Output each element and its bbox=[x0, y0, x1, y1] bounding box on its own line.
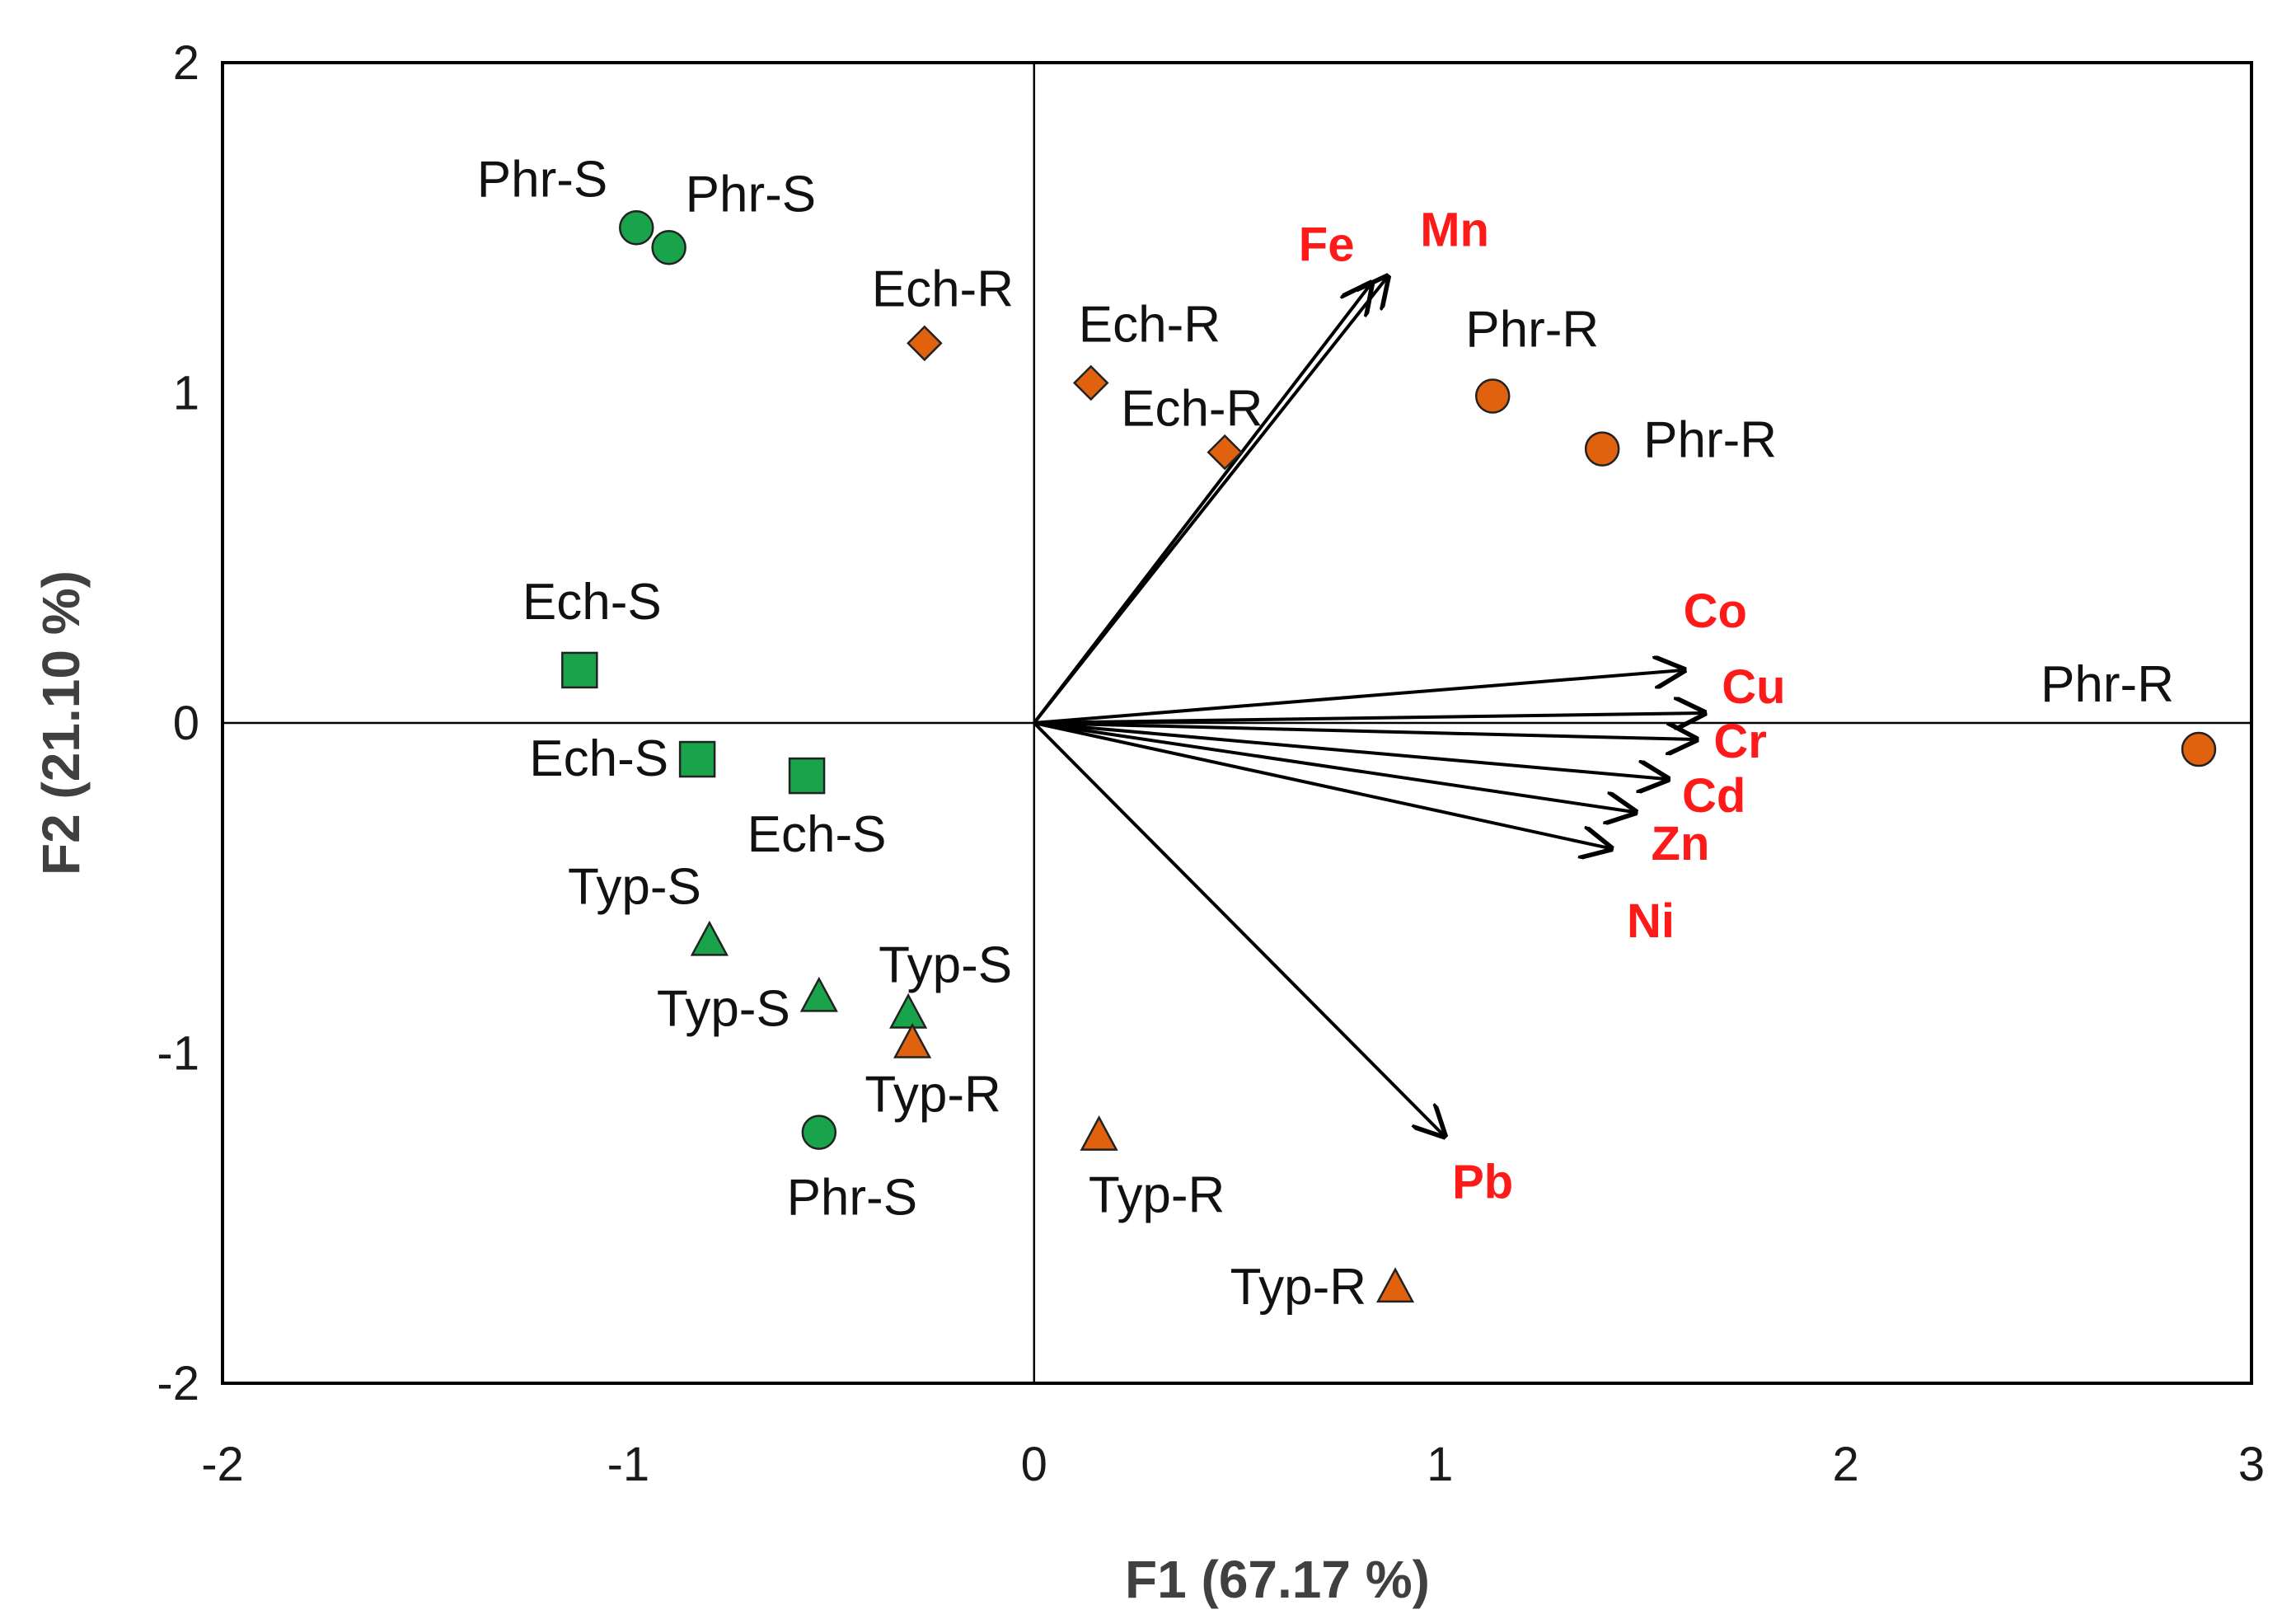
point-label: Ech-S bbox=[522, 574, 662, 631]
point-ech-r-diamond bbox=[907, 325, 943, 362]
observation-points: Phr-S Phr-S Phr-S Ech-S Ech-S Ech-S Typ-S Typ-S… bbox=[477, 151, 2217, 1316]
point-ech-r-diamond bbox=[1207, 434, 1243, 471]
point-typ-r-triangle bbox=[1080, 1115, 1118, 1151]
y-tick-label: 0 bbox=[173, 697, 199, 750]
vector-label-cu: Cu bbox=[1722, 660, 1785, 714]
point-phr-s-circle bbox=[651, 230, 686, 265]
point-label: Ech-S bbox=[529, 730, 668, 787]
point-label: Typ-R bbox=[1230, 1259, 1366, 1316]
vector-arrow-cu bbox=[1033, 713, 1703, 723]
point-label: Typ-S bbox=[879, 936, 1012, 993]
point-label: Typ-S bbox=[568, 858, 701, 915]
y-tick-label: 1 bbox=[173, 367, 199, 420]
vector-arrow-zn bbox=[1033, 721, 1635, 812]
y-axis-ticks: -2 -1 0 1 2 bbox=[157, 36, 199, 1410]
point-label: Ech-S bbox=[747, 806, 887, 863]
point-phr-r-circle bbox=[2181, 731, 2217, 767]
point-ech-s-square bbox=[788, 757, 826, 795]
vector-label-cr: Cr bbox=[1713, 715, 1766, 768]
point-typ-r-triangle bbox=[893, 1022, 932, 1058]
point-typ-s-triangle bbox=[799, 976, 838, 1012]
vector-label-zn: Zn bbox=[1652, 817, 1710, 871]
y-tick-label: -2 bbox=[157, 1357, 199, 1410]
point-typ-r-triangle bbox=[1375, 1267, 1415, 1303]
point-typ-s-triangle bbox=[889, 993, 928, 1029]
vector-arrow-mn bbox=[1033, 277, 1387, 725]
vector-label-cd: Cd bbox=[1682, 769, 1745, 823]
point-label: Phr-R bbox=[1643, 412, 1777, 469]
point-typ-s-triangle bbox=[690, 920, 729, 956]
point-label: Phr-R bbox=[1465, 302, 1599, 359]
point-label: Ech-R bbox=[1079, 296, 1221, 353]
x-tick-label: 0 bbox=[1021, 1438, 1047, 1491]
point-label: Typ-R bbox=[1089, 1167, 1225, 1224]
x-tick-label: -2 bbox=[201, 1438, 244, 1491]
vector-label-ni: Ni bbox=[1627, 894, 1675, 948]
point-label: Typ-S bbox=[657, 980, 790, 1037]
y-tick-label: 2 bbox=[173, 36, 199, 90]
y-axis-title: F2 (21.10 %) bbox=[31, 570, 91, 875]
vector-arrow-cd bbox=[1033, 721, 1667, 779]
y-tick-label: -1 bbox=[157, 1027, 199, 1081]
x-axis-title: F1 (67.17 %) bbox=[1125, 1550, 1430, 1609]
point-label: Ech-R bbox=[872, 260, 1014, 317]
point-label: Ech-R bbox=[1121, 381, 1263, 438]
point-phr-s-circle bbox=[801, 1115, 837, 1150]
point-phr-r-circle bbox=[1584, 431, 1620, 467]
point-phr-s-circle bbox=[618, 210, 654, 246]
vector-arrow-cr bbox=[1033, 721, 1696, 739]
point-ech-s-square bbox=[678, 740, 716, 778]
vector-label-co: Co bbox=[1684, 584, 1747, 638]
x-tick-label: 2 bbox=[1832, 1438, 1858, 1491]
point-label: Phr-R bbox=[2041, 656, 2174, 713]
vector-label-pb: Pb bbox=[1452, 1156, 1513, 1209]
point-ech-r-diamond bbox=[1072, 364, 1109, 401]
x-axis-ticks: -2 -1 0 1 2 3 bbox=[201, 1438, 2265, 1491]
vector-label-fe: Fe bbox=[1299, 218, 1355, 271]
vector-label-mn: Mn bbox=[1420, 203, 1489, 256]
point-ech-s-square bbox=[561, 651, 598, 689]
point-label: Phr-S bbox=[787, 1170, 917, 1227]
point-label: Phr-S bbox=[686, 166, 816, 223]
x-tick-label: 3 bbox=[2238, 1438, 2265, 1491]
point-phr-r-circle bbox=[1474, 378, 1511, 414]
point-label: Phr-S bbox=[477, 151, 607, 208]
vector-arrow-co bbox=[1033, 670, 1684, 725]
x-tick-label: -1 bbox=[607, 1438, 650, 1491]
point-label: Typ-R bbox=[865, 1066, 1000, 1123]
vector-arrow-ni bbox=[1033, 721, 1610, 848]
vector-arrow-pb bbox=[1033, 721, 1444, 1136]
x-tick-label: 1 bbox=[1427, 1438, 1453, 1491]
